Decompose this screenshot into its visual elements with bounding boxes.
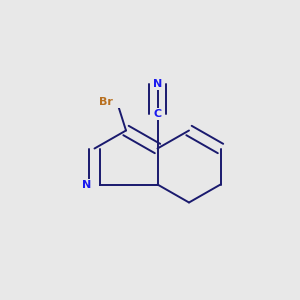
- Text: Br: Br: [99, 97, 112, 107]
- Text: C: C: [153, 109, 162, 119]
- FancyBboxPatch shape: [84, 178, 99, 190]
- Text: N: N: [82, 179, 92, 190]
- Text: N: N: [153, 79, 162, 89]
- FancyBboxPatch shape: [152, 78, 164, 90]
- FancyBboxPatch shape: [152, 108, 164, 120]
- FancyBboxPatch shape: [102, 96, 123, 108]
